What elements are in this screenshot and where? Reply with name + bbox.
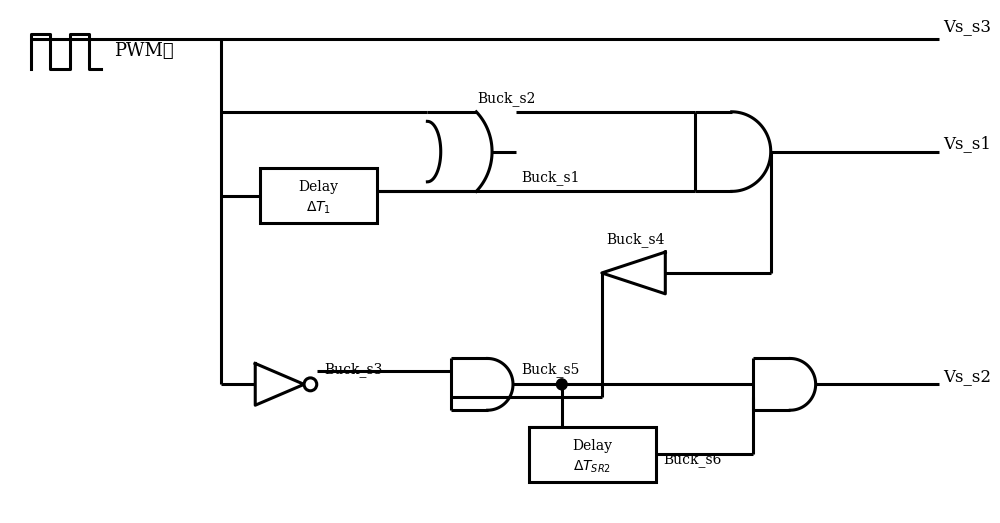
Text: Buck_s5: Buck_s5 bbox=[521, 362, 579, 378]
Text: Buck_s3: Buck_s3 bbox=[325, 362, 383, 378]
Text: $\Delta T_{SR2}$: $\Delta T_{SR2}$ bbox=[573, 458, 611, 474]
Text: PWM波: PWM波 bbox=[114, 42, 173, 60]
Text: Buck_s6: Buck_s6 bbox=[663, 452, 722, 467]
Bar bbox=[260, 168, 377, 223]
Text: Vs_s3: Vs_s3 bbox=[944, 18, 992, 35]
Text: Vs_s1: Vs_s1 bbox=[944, 135, 992, 152]
Text: $\Delta T_1$: $\Delta T_1$ bbox=[306, 200, 331, 216]
Circle shape bbox=[556, 379, 567, 390]
Text: Delay: Delay bbox=[299, 180, 339, 194]
Text: Vs_s2: Vs_s2 bbox=[944, 368, 992, 385]
Circle shape bbox=[304, 378, 317, 391]
Bar bbox=[529, 427, 656, 482]
Text: Delay: Delay bbox=[572, 438, 612, 452]
Text: Buck_s4: Buck_s4 bbox=[607, 232, 665, 247]
Text: Buck_s2: Buck_s2 bbox=[477, 91, 536, 106]
Text: Buck_s1: Buck_s1 bbox=[521, 170, 580, 186]
